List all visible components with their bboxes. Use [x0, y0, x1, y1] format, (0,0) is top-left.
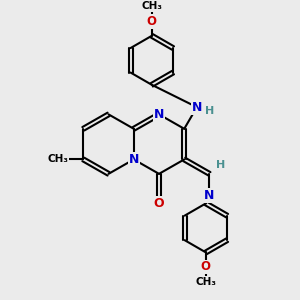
Text: H: H: [216, 160, 225, 170]
Text: H: H: [205, 106, 214, 116]
Text: O: O: [201, 260, 211, 273]
Text: O: O: [147, 15, 157, 28]
Text: O: O: [154, 197, 164, 210]
Text: CH₃: CH₃: [48, 154, 69, 164]
Text: N: N: [129, 153, 139, 166]
Text: N: N: [154, 108, 164, 121]
Text: N: N: [192, 101, 202, 114]
Text: CH₃: CH₃: [141, 1, 162, 11]
Text: N: N: [204, 189, 215, 202]
Text: CH₃: CH₃: [195, 277, 216, 287]
